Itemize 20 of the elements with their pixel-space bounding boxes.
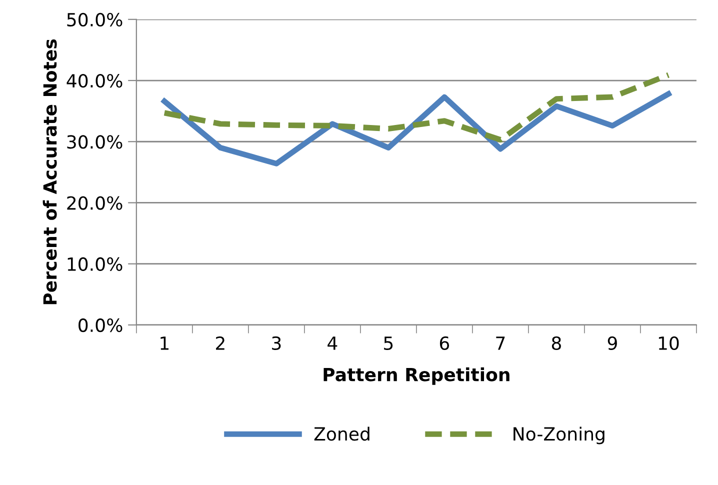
x-tick-label: 10 [658, 336, 679, 350]
legend-label: Zoned [314, 426, 370, 441]
y-tick-label: 20.0% [67, 196, 122, 210]
y-tick-label: 50.0% [67, 12, 122, 27]
x-tick-label: 3 [272, 336, 281, 350]
x-axis-title: Pattern Repetition [324, 367, 510, 385]
x-tick-label: 9 [608, 336, 617, 350]
y-tick-label: 10.0% [68, 257, 122, 271]
y-tick-label: 40.0% [66, 74, 122, 88]
x-tick-label: 2 [216, 336, 224, 350]
x-tick-label: 7 [496, 336, 505, 350]
y-tick-label: 0.0% [78, 318, 122, 332]
x-tick-label: 6 [440, 336, 450, 350]
x-tick-label: 8 [552, 336, 561, 350]
x-tick-label: 4 [328, 336, 338, 350]
y-tick-label: 30.0% [67, 135, 122, 149]
y-axis-title: Percent of Accurate Notes [42, 39, 57, 304]
x-tick-label: 5 [384, 336, 393, 350]
x-tick-label: 1 [160, 336, 168, 350]
legend-label: No-Zoning [514, 426, 604, 444]
